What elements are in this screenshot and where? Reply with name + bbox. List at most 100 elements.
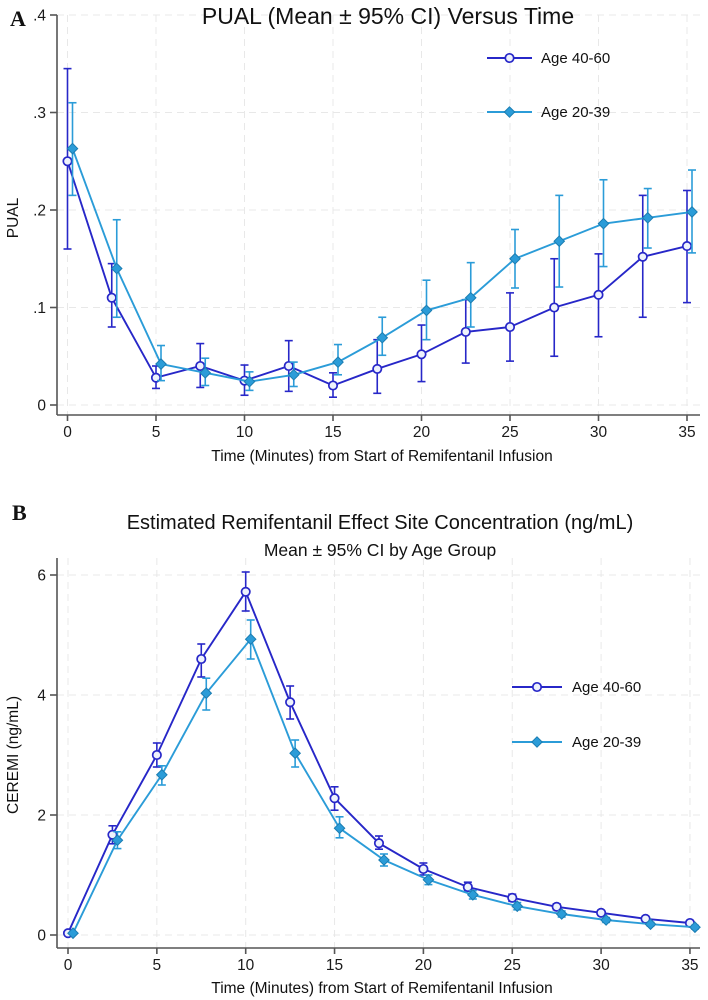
x-tick-label: 0: [63, 424, 72, 441]
data-point-marker-circle: [240, 586, 251, 597]
series-line: [67, 589, 691, 934]
panel-b-plot-area: 0 5 10 15 20 25 30 35 0 2 4 6: [37, 558, 701, 974]
panel-b-chart: 0 5 10 15 20 25 30 35 0 2 4 6 B Estimated Remifenta…: [5, 500, 701, 997]
data-point-marker-diamond: [689, 921, 701, 934]
x-tick-label: 20: [415, 957, 433, 974]
data-point-marker-diamond: [464, 291, 477, 304]
panel-b-subtitle: Mean ± 95% CI by Age Group: [264, 540, 496, 560]
data-point-marker-diamond: [199, 366, 212, 379]
panel-b-legend: Age 40-60 Age 20-39: [512, 679, 641, 751]
y-tick-label: 0: [37, 398, 46, 415]
data-point-marker-circle: [418, 863, 429, 875]
panel-a-x-axis-label: Time (Minutes) from Start of Remifentani…: [211, 448, 552, 465]
y-tick-label: .4: [33, 8, 46, 25]
legend-entry-label: Age 20-39: [541, 104, 610, 121]
data-point-marker-diamond: [287, 368, 300, 381]
data-point-marker-diamond: [332, 356, 344, 369]
data-point-marker-diamond: [66, 142, 79, 155]
data-point-marker-circle: [504, 321, 516, 333]
x-tick-label: 15: [324, 424, 341, 441]
series-age-40-60: [62, 571, 695, 939]
x-tick-label: 5: [153, 957, 162, 974]
data-point-marker-circle: [549, 302, 560, 313]
panel-letter-b: B: [12, 500, 27, 525]
data-point-marker-circle: [283, 360, 294, 372]
legend-entry-label: Age 20-39: [572, 734, 641, 751]
data-point-marker-diamond: [600, 914, 613, 926]
legend-key-marker: [503, 106, 516, 118]
x-tick-label: 35: [678, 424, 695, 441]
series-age-20-39: [66, 101, 698, 392]
data-point-marker-circle: [637, 251, 648, 262]
data-point-marker-diamond: [555, 908, 568, 920]
data-point-marker-circle: [329, 793, 340, 804]
data-point-marker-diamond: [289, 747, 302, 760]
x-tick-label: 30: [592, 957, 610, 974]
data-point-marker-circle: [596, 907, 607, 918]
data-point-marker-diamond: [420, 304, 433, 317]
data-point-marker-circle: [372, 363, 383, 374]
panel-a-chart: 0 5 10 15 20 25 30 35 0 .1 .2 .3 .4 A PUAL (Mean ± 9…: [5, 3, 700, 465]
data-point-marker-diamond: [641, 211, 654, 224]
data-point-marker-diamond: [376, 331, 389, 344]
panel-a: 0 5 10 15 20 25 30 35 0 .1 .2 .3 .4 A PUAL (Mean ± 9…: [0, 0, 708, 495]
legend-key-marker: [531, 681, 543, 693]
y-tick-label: .1: [33, 300, 46, 317]
data-point-marker-circle: [373, 838, 385, 849]
data-point-marker-diamond: [597, 217, 610, 230]
data-point-marker-circle: [196, 653, 207, 665]
panel-a-title: PUAL (Mean ± 95% CI) Versus Time: [202, 3, 574, 29]
data-point-marker-diamond: [422, 873, 435, 886]
data-point-marker-diamond: [333, 822, 346, 835]
x-tick-label: 10: [236, 424, 254, 441]
data-point-marker-diamond: [466, 888, 479, 901]
x-tick-label: 0: [64, 957, 73, 974]
data-point-marker-circle: [462, 881, 473, 893]
panel-a-plot-area: 0 5 10 15 20 25 30 35 0 .1 .2 .3 .4: [33, 8, 700, 441]
data-point-marker-diamond: [511, 900, 524, 913]
x-tick-label: 25: [504, 957, 521, 974]
data-point-marker-circle: [327, 380, 339, 391]
data-point-marker-circle: [416, 349, 427, 360]
gridlines: [57, 558, 700, 948]
panel-b-title: Estimated Remifentanil Effect Site Conce…: [127, 512, 634, 534]
panel-a-y-axis-label: PUAL: [5, 197, 22, 238]
y-tick-label: 6: [37, 568, 46, 585]
data-point-marker-circle: [106, 292, 117, 303]
data-point-marker-circle: [195, 360, 206, 372]
legend-entry-label: Age 40-60: [572, 679, 641, 696]
data-point-marker-circle: [681, 241, 693, 252]
x-tick-label: 20: [413, 424, 431, 441]
data-point-marker-diamond: [686, 206, 698, 218]
panel-b: 0 5 10 15 20 25 30 35 0 2 4 6 B Estimated Remifenta…: [0, 495, 708, 1000]
data-point-marker-diamond: [509, 252, 521, 265]
x-tick-label: 30: [590, 424, 608, 441]
data-point-marker-circle: [62, 156, 73, 167]
data-point-marker-diamond: [244, 633, 257, 646]
data-point-marker-circle: [551, 901, 562, 912]
x-tick-label: 35: [681, 957, 698, 974]
series-age-40-60: [62, 67, 693, 399]
data-point-marker-diamond: [644, 918, 657, 931]
legend-key-marker: [531, 736, 543, 748]
data-point-marker-circle: [151, 749, 162, 761]
data-point-marker-diamond: [200, 687, 213, 700]
data-point-marker-diamond: [155, 768, 168, 781]
panel-b-y-axis-label: CEREMI (ng/mL): [5, 696, 22, 814]
data-point-marker-diamond: [111, 834, 124, 847]
x-tick-label: 25: [501, 424, 518, 441]
data-point-marker-circle: [460, 326, 471, 337]
data-point-marker-diamond: [553, 235, 566, 248]
data-point-marker-diamond: [378, 854, 390, 866]
panel-b-x-axis-label: Time (Minutes) from Start of Remifentani…: [211, 980, 552, 997]
y-tick-label: 2: [37, 808, 46, 825]
y-tick-label: 0: [37, 928, 46, 945]
data-point-marker-diamond: [155, 358, 167, 370]
y-tick-label: .2: [33, 203, 46, 220]
legend-entry-label: Age 40-60: [541, 50, 610, 67]
panel-a-legend: Age 40-60 Age 20-39: [487, 50, 610, 121]
data-point-marker-diamond: [110, 262, 123, 275]
x-tick-label: 10: [237, 957, 255, 974]
x-tick-label: 5: [152, 424, 161, 441]
